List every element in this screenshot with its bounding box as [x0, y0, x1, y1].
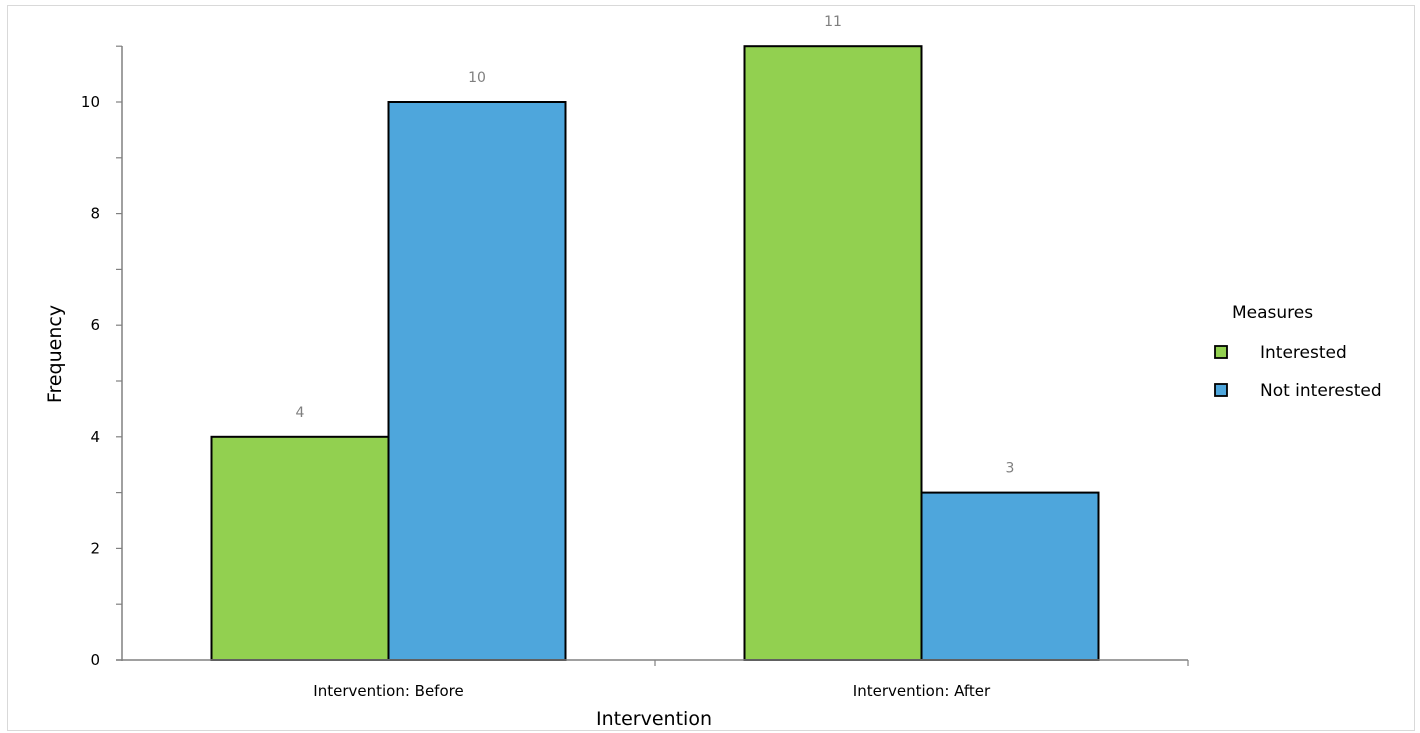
- y-tick-label: 10: [81, 93, 100, 111]
- x-tick-label: Intervention: Before: [313, 682, 463, 700]
- x-axis-title: Intervention: [596, 708, 712, 730]
- legend-swatch: [1214, 345, 1228, 359]
- x-axis-ticks: Intervention: Before Intervention: After: [313, 660, 1189, 700]
- data-label: 3: [1006, 461, 1015, 477]
- y-axis-ticks: 0 2 4 6 8 10: [81, 45, 122, 669]
- legend-label: Interested: [1260, 343, 1347, 363]
- data-label: 10: [468, 70, 486, 86]
- bar-not-interested: [387, 101, 567, 661]
- data-labels: 4 10 11 3: [296, 14, 1015, 476]
- data-label: 4: [296, 405, 305, 421]
- y-tick-label: 0: [90, 651, 100, 669]
- bar-interested: [743, 45, 923, 661]
- y-tick-label: 6: [90, 316, 100, 334]
- bar-not-interested: [920, 491, 1100, 661]
- legend-label: Not interested: [1260, 381, 1382, 401]
- y-tick-label: 8: [90, 205, 100, 223]
- y-axis-title: Frequency: [44, 305, 66, 403]
- legend-title: Measures: [1232, 303, 1313, 323]
- x-tick-label: Intervention: After: [853, 682, 991, 700]
- legend: Measures Interested Not interested: [1214, 303, 1382, 401]
- plot-area: [210, 45, 1100, 661]
- bar-interested: [210, 435, 390, 661]
- legend-swatch: [1214, 383, 1228, 397]
- data-label: 11: [824, 14, 842, 30]
- y-tick-label: 2: [90, 539, 100, 557]
- y-tick-label: 4: [90, 428, 100, 446]
